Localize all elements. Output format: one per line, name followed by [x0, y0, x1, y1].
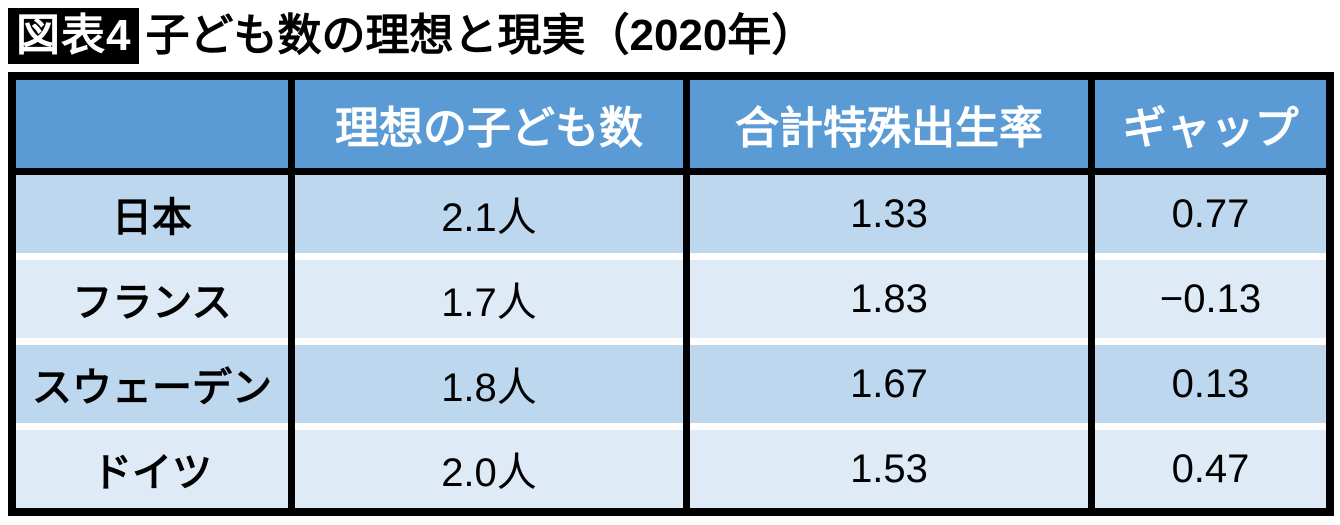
cell-ideal-children: 1.7人	[295, 253, 683, 338]
cell-gap: −0.13	[1095, 253, 1326, 338]
cell-ideal-children: 2.0人	[295, 423, 683, 508]
cell-gap: 0.77	[1095, 168, 1326, 253]
cell-ideal-children: 2.1人	[295, 168, 683, 253]
cell-country: 日本	[16, 168, 288, 253]
cell-fertility-rate: 1.53	[690, 423, 1088, 508]
cell-country: ドイツ	[16, 423, 288, 508]
cell-country: フランス	[16, 253, 288, 338]
figure-title: 子ども数の理想と現実（2020年）	[145, 11, 816, 60]
data-table: 理想の子ども数 合計特殊出生率 ギャップ 日本 2.1人 1.33 0.77 フ…	[8, 72, 1334, 516]
cell-country: スウェーデン	[16, 338, 288, 423]
figure-header: 図表4 子ども数の理想と現実（2020年）	[8, 8, 1340, 64]
header-cell-gap: ギャップ	[1095, 80, 1326, 168]
header-cell-fertility-rate: 合計特殊出生率	[690, 80, 1088, 168]
header-cell-country	[16, 80, 288, 168]
cell-fertility-rate: 1.67	[690, 338, 1088, 423]
cell-fertility-rate: 1.33	[690, 168, 1088, 253]
header-cell-ideal-children: 理想の子ども数	[295, 80, 683, 168]
cell-gap: 0.47	[1095, 423, 1326, 508]
cell-gap: 0.13	[1095, 338, 1326, 423]
figure-page: 図表4 子ども数の理想と現実（2020年） 理想の子ども数 合計特殊出生率 ギャ…	[0, 8, 1340, 525]
figure-number-badge: 図表4	[8, 8, 140, 64]
cell-fertility-rate: 1.83	[690, 253, 1088, 338]
cell-ideal-children: 1.8人	[295, 338, 683, 423]
